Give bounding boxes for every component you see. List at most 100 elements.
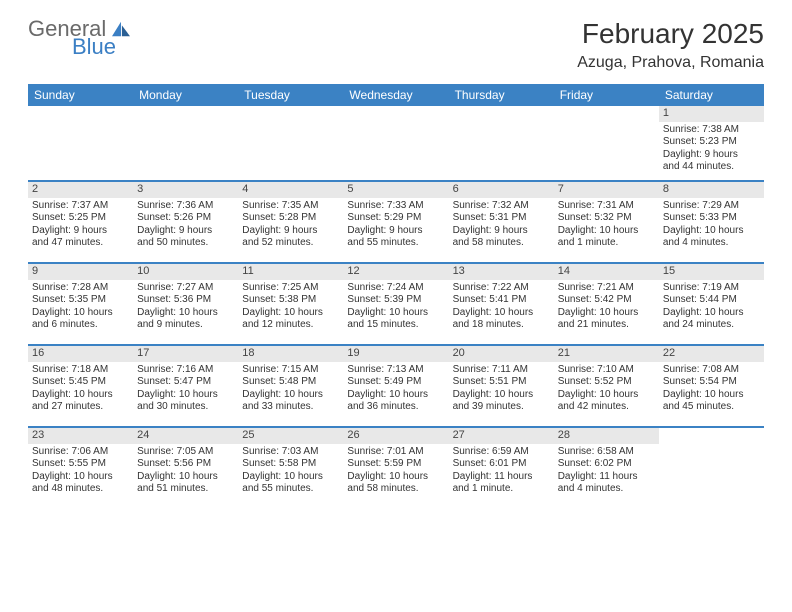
daylight-text: and 1 minute. bbox=[453, 483, 550, 496]
day-cell: 13Sunrise: 7:22 AMSunset: 5:41 PMDayligh… bbox=[449, 264, 554, 344]
daylight-text: and 58 minutes. bbox=[347, 483, 444, 496]
daylight-text: Daylight: 9 hours bbox=[347, 225, 444, 238]
day-number: 24 bbox=[133, 428, 238, 444]
sunrise-text: Sunrise: 6:58 AM bbox=[558, 446, 655, 459]
page-header: General Blue February 2025 Azuga, Prahov… bbox=[0, 0, 792, 80]
day-number: 13 bbox=[449, 264, 554, 280]
day-cell: 20Sunrise: 7:11 AMSunset: 5:51 PMDayligh… bbox=[449, 346, 554, 426]
sunset-text: Sunset: 5:41 PM bbox=[453, 294, 550, 307]
weekday-label: Monday bbox=[133, 84, 238, 106]
sunset-text: Sunset: 5:32 PM bbox=[558, 212, 655, 225]
day-number: 1 bbox=[659, 106, 764, 122]
day-cell bbox=[133, 106, 238, 180]
sunrise-text: Sunrise: 7:36 AM bbox=[137, 200, 234, 213]
weekday-label: Sunday bbox=[28, 84, 133, 106]
day-number: 16 bbox=[28, 346, 133, 362]
daylight-text: Daylight: 9 hours bbox=[242, 225, 339, 238]
day-number: 27 bbox=[449, 428, 554, 444]
day-cell: 9Sunrise: 7:28 AMSunset: 5:35 PMDaylight… bbox=[28, 264, 133, 344]
sunrise-text: Sunrise: 7:27 AM bbox=[137, 282, 234, 295]
daylight-text: Daylight: 9 hours bbox=[32, 225, 129, 238]
daylight-text: and 58 minutes. bbox=[453, 237, 550, 250]
daylight-text: Daylight: 10 hours bbox=[558, 307, 655, 320]
daylight-text: and 50 minutes. bbox=[137, 237, 234, 250]
daylight-text: Daylight: 10 hours bbox=[663, 307, 760, 320]
daylight-text: Daylight: 10 hours bbox=[137, 471, 234, 484]
day-cell bbox=[554, 106, 659, 180]
sunset-text: Sunset: 5:29 PM bbox=[347, 212, 444, 225]
daylight-text: Daylight: 10 hours bbox=[347, 307, 444, 320]
sunrise-text: Sunrise: 7:25 AM bbox=[242, 282, 339, 295]
day-number: 6 bbox=[449, 182, 554, 198]
week-row: 1Sunrise: 7:38 AMSunset: 5:23 PMDaylight… bbox=[28, 106, 764, 180]
sunrise-text: Sunrise: 6:59 AM bbox=[453, 446, 550, 459]
day-cell bbox=[659, 428, 764, 508]
daylight-text: and 18 minutes. bbox=[453, 319, 550, 332]
sunset-text: Sunset: 5:38 PM bbox=[242, 294, 339, 307]
daylight-text: Daylight: 10 hours bbox=[32, 307, 129, 320]
brand-logo: General Blue bbox=[28, 18, 132, 58]
daylight-text: and 52 minutes. bbox=[242, 237, 339, 250]
daylight-text: Daylight: 9 hours bbox=[137, 225, 234, 238]
daylight-text: Daylight: 9 hours bbox=[453, 225, 550, 238]
daylight-text: and 21 minutes. bbox=[558, 319, 655, 332]
weekday-header: Sunday Monday Tuesday Wednesday Thursday… bbox=[28, 84, 764, 106]
weekday-label: Wednesday bbox=[343, 84, 448, 106]
daylight-text: and 12 minutes. bbox=[242, 319, 339, 332]
daylight-text: and 42 minutes. bbox=[558, 401, 655, 414]
day-number: 5 bbox=[343, 182, 448, 198]
sunrise-text: Sunrise: 7:08 AM bbox=[663, 364, 760, 377]
day-cell: 16Sunrise: 7:18 AMSunset: 5:45 PMDayligh… bbox=[28, 346, 133, 426]
day-number: 28 bbox=[554, 428, 659, 444]
daylight-text: Daylight: 9 hours bbox=[663, 149, 760, 162]
week-row: 2Sunrise: 7:37 AMSunset: 5:25 PMDaylight… bbox=[28, 180, 764, 262]
sunset-text: Sunset: 5:55 PM bbox=[32, 458, 129, 471]
sunset-text: Sunset: 6:01 PM bbox=[453, 458, 550, 471]
daylight-text: and 44 minutes. bbox=[663, 161, 760, 174]
daylight-text: Daylight: 10 hours bbox=[347, 471, 444, 484]
daylight-text: and 45 minutes. bbox=[663, 401, 760, 414]
day-number: 12 bbox=[343, 264, 448, 280]
daylight-text: Daylight: 10 hours bbox=[32, 389, 129, 402]
weekday-label: Friday bbox=[554, 84, 659, 106]
sunset-text: Sunset: 5:36 PM bbox=[137, 294, 234, 307]
daylight-text: and 51 minutes. bbox=[137, 483, 234, 496]
sunrise-text: Sunrise: 7:19 AM bbox=[663, 282, 760, 295]
daylight-text: and 15 minutes. bbox=[347, 319, 444, 332]
weeks-container: 1Sunrise: 7:38 AMSunset: 5:23 PMDaylight… bbox=[28, 106, 764, 508]
daylight-text: and 24 minutes. bbox=[663, 319, 760, 332]
day-cell: 11Sunrise: 7:25 AMSunset: 5:38 PMDayligh… bbox=[238, 264, 343, 344]
day-cell bbox=[28, 106, 133, 180]
day-number: 9 bbox=[28, 264, 133, 280]
day-cell: 7Sunrise: 7:31 AMSunset: 5:32 PMDaylight… bbox=[554, 182, 659, 262]
sunset-text: Sunset: 5:31 PM bbox=[453, 212, 550, 225]
day-cell: 18Sunrise: 7:15 AMSunset: 5:48 PMDayligh… bbox=[238, 346, 343, 426]
sunset-text: Sunset: 5:33 PM bbox=[663, 212, 760, 225]
day-number: 22 bbox=[659, 346, 764, 362]
sunrise-text: Sunrise: 7:03 AM bbox=[242, 446, 339, 459]
daylight-text: Daylight: 10 hours bbox=[558, 389, 655, 402]
sunrise-text: Sunrise: 7:13 AM bbox=[347, 364, 444, 377]
daylight-text: Daylight: 10 hours bbox=[663, 225, 760, 238]
sunrise-text: Sunrise: 7:28 AM bbox=[32, 282, 129, 295]
month-title: February 2025 bbox=[577, 18, 764, 50]
day-number: 10 bbox=[133, 264, 238, 280]
day-cell: 1Sunrise: 7:38 AMSunset: 5:23 PMDaylight… bbox=[659, 106, 764, 180]
daylight-text: Daylight: 10 hours bbox=[347, 389, 444, 402]
sunset-text: Sunset: 5:44 PM bbox=[663, 294, 760, 307]
daylight-text: and 4 minutes. bbox=[663, 237, 760, 250]
day-number: 15 bbox=[659, 264, 764, 280]
day-cell: 25Sunrise: 7:03 AMSunset: 5:58 PMDayligh… bbox=[238, 428, 343, 508]
daylight-text: and 55 minutes. bbox=[242, 483, 339, 496]
sunrise-text: Sunrise: 7:11 AM bbox=[453, 364, 550, 377]
sunrise-text: Sunrise: 7:22 AM bbox=[453, 282, 550, 295]
day-cell: 19Sunrise: 7:13 AMSunset: 5:49 PMDayligh… bbox=[343, 346, 448, 426]
sunrise-text: Sunrise: 7:21 AM bbox=[558, 282, 655, 295]
day-number: 3 bbox=[133, 182, 238, 198]
sunrise-text: Sunrise: 7:31 AM bbox=[558, 200, 655, 213]
day-cell: 26Sunrise: 7:01 AMSunset: 5:59 PMDayligh… bbox=[343, 428, 448, 508]
week-row: 16Sunrise: 7:18 AMSunset: 5:45 PMDayligh… bbox=[28, 344, 764, 426]
day-number: 26 bbox=[343, 428, 448, 444]
day-number: 8 bbox=[659, 182, 764, 198]
sunset-text: Sunset: 5:42 PM bbox=[558, 294, 655, 307]
